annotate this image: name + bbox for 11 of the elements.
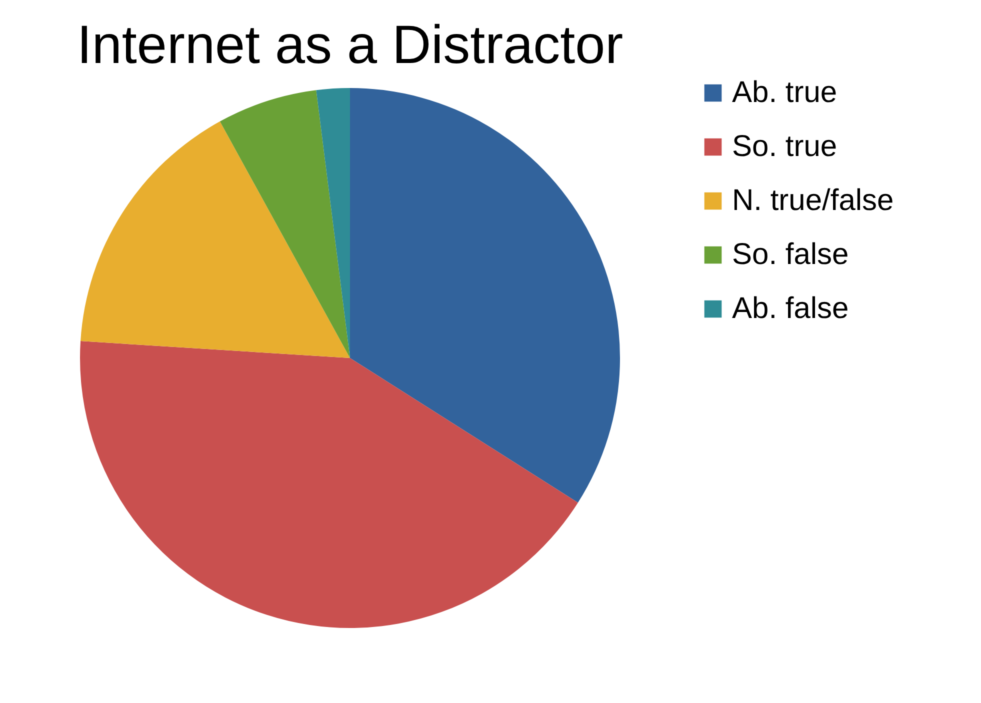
legend-label: N. true/false [732, 184, 894, 217]
legend-label: Ab. true [732, 76, 838, 109]
legend-label: So. true [732, 130, 838, 163]
pie-slice [80, 341, 578, 628]
legend-label: Ab. false [732, 292, 849, 325]
pie-slice [80, 121, 350, 358]
chart-title: Internet as a Distractor [76, 15, 624, 75]
pie-slice [350, 88, 620, 503]
legend-label: So. false [732, 238, 849, 271]
pie-slice [220, 90, 350, 358]
pie-slice [316, 88, 350, 358]
